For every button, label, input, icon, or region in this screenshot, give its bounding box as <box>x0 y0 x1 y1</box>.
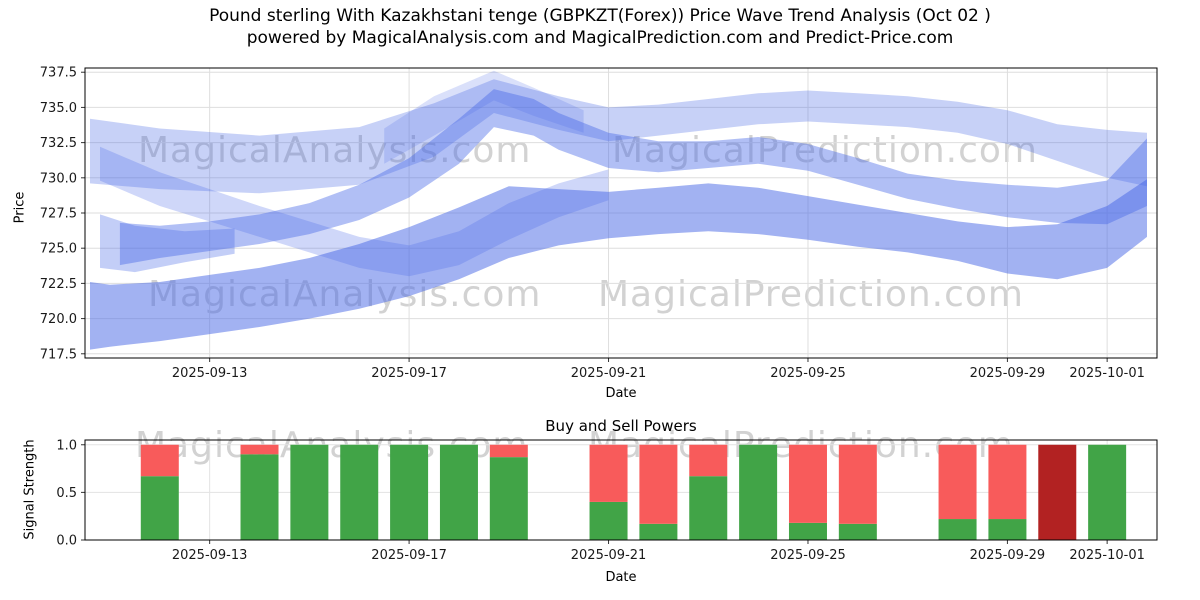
bar-buy-segment <box>1088 444 1127 540</box>
watermark-analysis-top: MagicalAnalysis.com <box>138 130 532 171</box>
bar-buy-segment <box>489 457 528 540</box>
bar-sell-segment <box>589 444 628 502</box>
page-subtitle: powered by MagicalAnalysis.com and Magic… <box>246 28 954 48</box>
price-x-tick-label: 2025-09-29 <box>970 366 1046 381</box>
price-band-mid-rise-peak <box>119 89 1147 266</box>
bar-buy-segment <box>140 476 179 540</box>
bar-sell-segment <box>838 444 877 524</box>
price-y-tick-label: 722.5 <box>40 277 77 292</box>
watermark-prediction-top: MagicalPrediction.com <box>612 130 1038 171</box>
signal-axis-label: Signal Strength <box>22 439 38 540</box>
signal-y-tick-label: 0.5 <box>56 486 77 501</box>
bar-strong_sell <box>1038 444 1077 540</box>
signal-x-tick-label: 2025-09-29 <box>970 548 1046 563</box>
bar-sell-segment <box>140 444 179 477</box>
bar-buy-segment <box>340 444 379 540</box>
bar-sell-segment <box>689 444 728 477</box>
price-xaxis-label: Date <box>605 386 637 401</box>
signal-x-tick-label: 2025-09-25 <box>770 548 846 563</box>
price-x-tick-label: 2025-09-17 <box>371 366 447 381</box>
bar-buy-segment <box>788 522 827 540</box>
page-title: Pound sterling With Kazakhstani tenge (G… <box>209 6 991 26</box>
bar-sell-segment <box>240 444 279 455</box>
bar-buy-segment <box>639 523 678 540</box>
price-band-peak-cap <box>384 70 584 164</box>
price-x-tick-label: 2025-09-21 <box>571 366 647 381</box>
price-axis-label: Price <box>12 191 28 224</box>
price-band-base-lower <box>90 179 1147 350</box>
price-axes-frame <box>84 67 1158 359</box>
bar-sell-segment <box>988 444 1027 520</box>
bar-buy-segment <box>739 444 778 540</box>
signal-chart-title: Buy and Sell Powers <box>545 417 697 435</box>
signal-x-tick-label: 2025-09-17 <box>371 548 447 563</box>
price-y-tick-label: 735.0 <box>40 101 77 116</box>
bar-sell-segment <box>788 444 827 523</box>
signal-x-tick-label: 2025-10-01 <box>1069 548 1145 563</box>
price-x-tick-label: 2025-10-01 <box>1069 366 1145 381</box>
price-x-tick-label: 2025-09-13 <box>172 366 248 381</box>
price-y-tick-label: 737.5 <box>40 66 77 81</box>
price-y-tick-label: 730.0 <box>40 171 77 186</box>
price-y-tick-label: 717.5 <box>40 347 77 362</box>
bar-buy-segment <box>290 444 329 540</box>
signal-x-tick-label: 2025-09-21 <box>571 548 647 563</box>
bar-buy-segment <box>240 454 279 540</box>
signal-xaxis-label: Date <box>605 570 637 585</box>
price-band-upper-flat <box>90 79 1147 194</box>
bar-buy-segment <box>988 519 1027 540</box>
signal-y-tick-label: 0.0 <box>56 534 77 549</box>
signal-x-tick-label: 2025-09-13 <box>172 548 248 563</box>
signal-y-tick-label: 1.0 <box>56 438 77 453</box>
price-y-tick-label: 725.0 <box>40 242 77 257</box>
bar-sell-segment <box>489 444 528 458</box>
price-y-tick-label: 727.5 <box>40 207 77 222</box>
signal-axes-frame <box>84 439 1158 541</box>
price-x-tick-label: 2025-09-25 <box>770 366 846 381</box>
bar-buy-segment <box>589 501 628 540</box>
price-y-tick-label: 720.0 <box>40 312 77 327</box>
bar-buy-segment <box>938 519 977 540</box>
bar-buy-segment <box>838 523 877 540</box>
bar-sell-segment <box>938 444 977 520</box>
bar-buy-segment <box>390 444 429 540</box>
bar-buy-segment <box>439 444 478 540</box>
watermark-prediction-mid: MagicalPrediction.com <box>598 274 1024 315</box>
price-band-left-blob <box>100 214 235 273</box>
bar-sell-segment <box>639 444 678 524</box>
price-y-tick-label: 732.5 <box>40 136 77 151</box>
bar-buy-segment <box>689 476 728 540</box>
